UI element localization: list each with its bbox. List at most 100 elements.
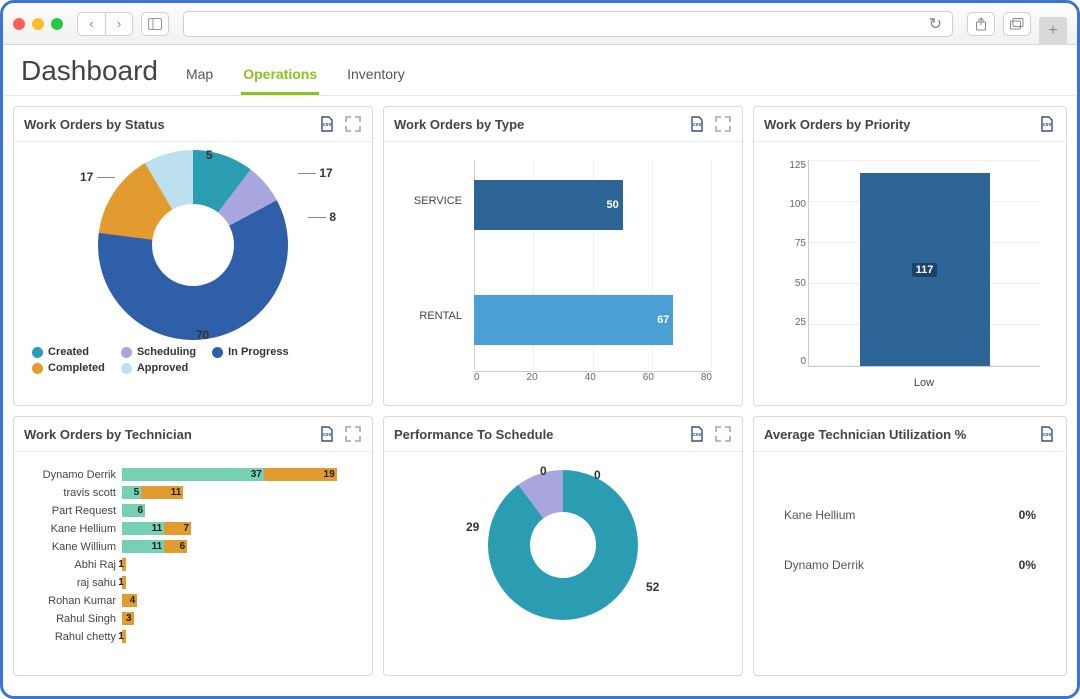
- vbar-priority: 1251007550250 117 Low: [764, 150, 1056, 397]
- export-csv-icon[interactable]: csv: [1038, 425, 1056, 443]
- tech-row: Rahul chetty1: [30, 628, 352, 645]
- new-tab-button[interactable]: +: [1039, 17, 1067, 45]
- util-row: Dynamo Derrik0%: [784, 540, 1036, 590]
- card-performance: Performance To Schedule csv 522900: [383, 416, 743, 676]
- tech-name: raj sahu: [30, 577, 122, 589]
- tech-name: Rahul chetty: [30, 631, 122, 643]
- tech-segment: 1: [122, 576, 126, 589]
- tech-segment: 11: [141, 486, 183, 499]
- tech-name: Dynamo Derrik: [30, 469, 122, 481]
- tech-name: Part Request: [30, 505, 122, 517]
- card-priority: Work Orders by Priority csv 125100755025…: [753, 106, 1067, 406]
- tech-segment: 37: [122, 468, 264, 481]
- donut-status: 17 87017 5: [98, 150, 288, 340]
- tech-row: Dynamo Derrik3719: [30, 466, 352, 483]
- axis-tick: 20: [527, 372, 538, 389]
- hbar-bar: 67: [474, 295, 673, 345]
- donut-performance: 522900: [488, 470, 638, 620]
- card-title-technician: Work Orders by Technician: [24, 427, 192, 442]
- axis-tick: 100: [770, 199, 806, 210]
- tab-inventory[interactable]: Inventory: [345, 66, 407, 95]
- axis-tick: 60: [643, 372, 654, 389]
- card-title-utilization: Average Technician Utilization %: [764, 427, 966, 442]
- page-header: Dashboard Map Operations Inventory: [3, 45, 1077, 96]
- svg-text:csv: csv: [693, 432, 702, 438]
- status-legend: CreatedSchedulingIn ProgressCompletedApp…: [24, 346, 289, 374]
- nav-buttons: ‹ ›: [77, 12, 133, 36]
- tech-segment: 6: [122, 504, 145, 517]
- axis-tick: 75: [770, 238, 806, 249]
- traffic-lights: [13, 18, 63, 30]
- svg-text:csv: csv: [1043, 432, 1052, 438]
- tech-segment: 5: [122, 486, 141, 499]
- axis-tick: 0: [474, 372, 480, 389]
- tech-segment: 19: [264, 468, 337, 481]
- svg-text:csv: csv: [323, 122, 332, 128]
- refresh-icon[interactable]: ↻: [929, 14, 942, 34]
- tech-segment: 4: [122, 594, 137, 607]
- util-value: 0%: [1019, 508, 1036, 522]
- tech-name: Rahul Singh: [30, 613, 122, 625]
- svg-text:csv: csv: [323, 432, 332, 438]
- tech-row: Rohan Kumar4: [30, 592, 352, 609]
- donut-label: 52: [646, 580, 659, 594]
- donut-label: 17: [298, 166, 333, 180]
- expand-icon[interactable]: [714, 115, 732, 133]
- legend-item: Scheduling: [121, 346, 196, 358]
- tech-row: Part Request6: [30, 502, 352, 519]
- svg-text:csv: csv: [1043, 122, 1052, 128]
- donut-label: 5: [206, 148, 213, 162]
- page-title: Dashboard: [21, 55, 158, 95]
- axis-tick: 0: [770, 356, 806, 367]
- tech-row: Rahul Singh3: [30, 610, 352, 627]
- sidebar-toggle[interactable]: [141, 12, 169, 36]
- donut-label: 0: [540, 464, 547, 478]
- donut-label: 70: [196, 328, 209, 342]
- address-bar[interactable]: ↻: [183, 11, 953, 37]
- legend-item: In Progress: [212, 346, 289, 358]
- tech-row: Kane Hellium117: [30, 520, 352, 537]
- legend-item: Approved: [121, 362, 196, 374]
- export-csv-icon[interactable]: csv: [318, 425, 336, 443]
- tech-segment: 3: [122, 612, 134, 625]
- tech-name: Rohan Kumar: [30, 595, 122, 607]
- hbar-type: SERVICE50RENTAL67 020406080: [394, 150, 732, 397]
- expand-icon[interactable]: [344, 425, 362, 443]
- tab-operations[interactable]: Operations: [241, 66, 319, 95]
- back-button[interactable]: ‹: [77, 12, 105, 36]
- donut-label: 17: [80, 170, 115, 184]
- tech-name: Kane Willium: [30, 541, 122, 553]
- export-csv-icon[interactable]: csv: [688, 115, 706, 133]
- tech-name: Kane Hellium: [30, 523, 122, 535]
- util-row: Kane Hellium 0%: [784, 490, 1036, 540]
- card-title-status: Work Orders by Status: [24, 117, 165, 132]
- tech-segment: 11: [122, 540, 164, 553]
- tech-row: travis scott511: [30, 484, 352, 501]
- tab-map[interactable]: Map: [184, 66, 215, 95]
- expand-icon[interactable]: [714, 425, 732, 443]
- donut-label: 0: [594, 468, 601, 482]
- hbar-label: SERVICE: [402, 195, 462, 207]
- export-csv-icon[interactable]: csv: [1038, 115, 1056, 133]
- export-csv-icon[interactable]: csv: [688, 425, 706, 443]
- export-csv-icon[interactable]: csv: [318, 115, 336, 133]
- expand-icon[interactable]: [344, 115, 362, 133]
- util-name: Kane Hellium: [784, 508, 855, 522]
- axis-tick: 50: [770, 278, 806, 289]
- card-status: Work Orders by Status csv 17 87017 5 Cre…: [13, 106, 373, 406]
- max-dot[interactable]: [51, 18, 63, 30]
- tech-segment: 1: [122, 630, 126, 643]
- legend-item: Created: [32, 346, 105, 358]
- share-button[interactable]: [967, 12, 995, 36]
- card-title-priority: Work Orders by Priority: [764, 117, 910, 132]
- forward-button[interactable]: ›: [105, 12, 133, 36]
- tabs-button[interactable]: [1003, 12, 1031, 36]
- hbar-bar: 50: [474, 180, 623, 230]
- tech-segment: 1: [122, 558, 126, 571]
- donut-label: 29: [466, 520, 479, 534]
- close-dot[interactable]: [13, 18, 25, 30]
- util-name: Dynamo Derrik: [784, 558, 864, 572]
- axis-tick: 40: [585, 372, 596, 389]
- min-dot[interactable]: [32, 18, 44, 30]
- card-type: Work Orders by Type csv SERVICE50RENTAL6…: [383, 106, 743, 406]
